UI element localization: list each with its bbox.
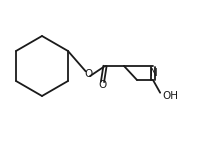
Text: N: N xyxy=(150,67,157,78)
Text: OH: OH xyxy=(162,91,178,101)
Text: O: O xyxy=(84,69,92,79)
Text: O: O xyxy=(98,80,106,90)
